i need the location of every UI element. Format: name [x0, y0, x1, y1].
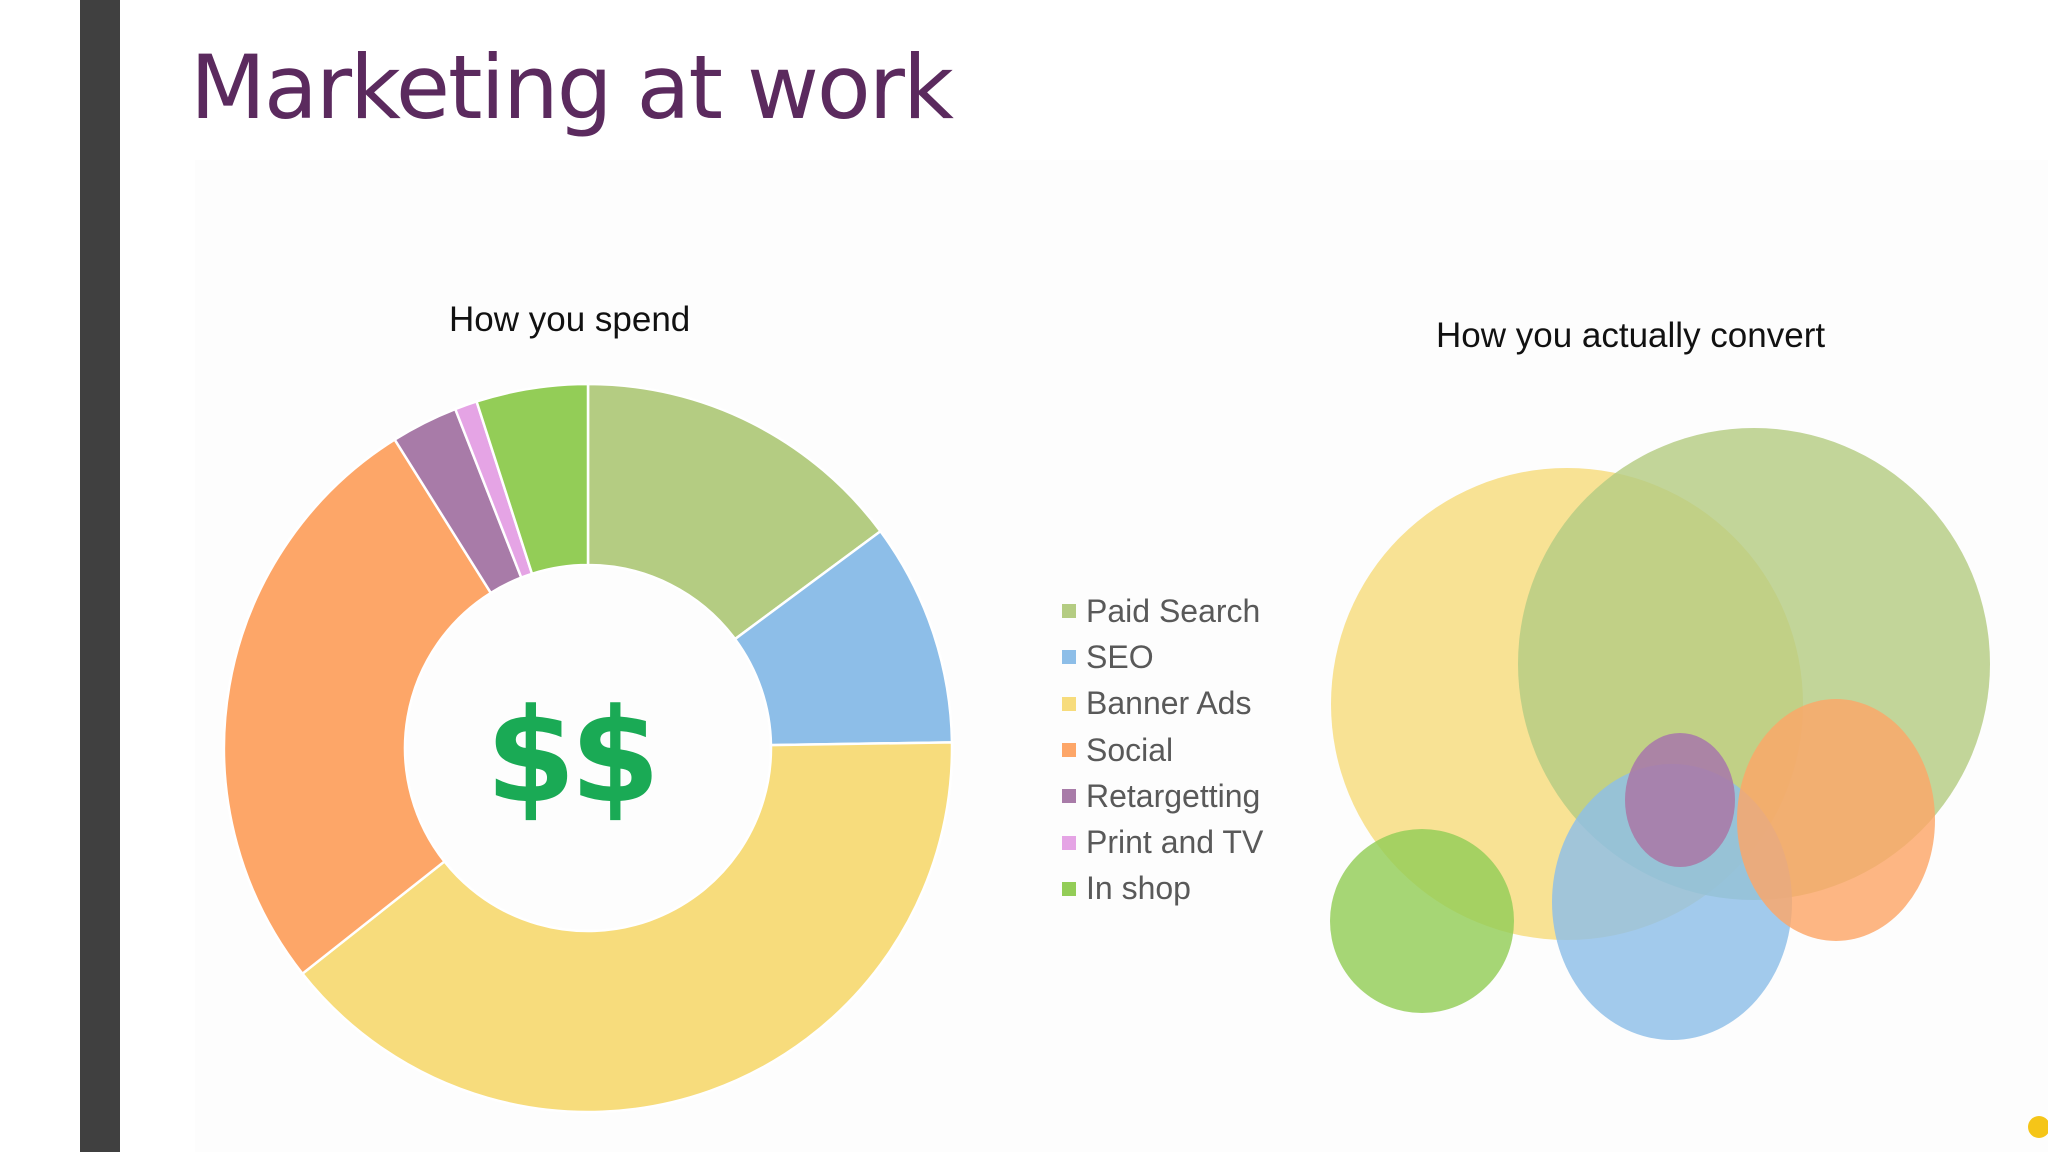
- slide-title: Marketing at work: [190, 36, 954, 139]
- chart-legend: Paid Search SEO Banner Ads Social Retargetti…: [1062, 588, 1263, 912]
- bubble-seo: [1552, 764, 1792, 1040]
- legend-label: In shop: [1086, 870, 1191, 907]
- legend-item-social: Social: [1062, 727, 1263, 773]
- legend-swatch: [1062, 743, 1076, 758]
- legend-swatch: [1062, 604, 1076, 619]
- legend-label: Print and TV: [1086, 824, 1264, 861]
- spend-donut-chart: [222, 382, 954, 1114]
- legend-swatch: [1062, 835, 1076, 850]
- legend-swatch: [1062, 696, 1076, 711]
- donut-center-label: $$: [485, 680, 661, 832]
- legend-label: Paid Search: [1086, 592, 1261, 629]
- donut-slice-social: [222, 437, 493, 976]
- legend-item-paid-search: Paid Search: [1062, 588, 1263, 634]
- legend-item-in-shop: In shop: [1062, 866, 1263, 912]
- bubble-in-shop: [1330, 829, 1514, 1013]
- convert-chart-title: How you actually convert: [1436, 316, 1826, 355]
- legend-swatch: [1062, 650, 1076, 665]
- donut-slice-banner-ads: [300, 741, 954, 1114]
- donut-slice-paid-search: [586, 382, 883, 641]
- legend-swatch: [1062, 789, 1076, 804]
- donut-slice-in-shop: [475, 382, 590, 576]
- legend-item-retargetting: Retargetting: [1062, 773, 1263, 819]
- bubble-social: [1737, 699, 1935, 941]
- spend-chart-title: How you spend: [449, 300, 691, 339]
- legend-swatch: [1062, 881, 1076, 896]
- left-accent-bar: [80, 0, 120, 1152]
- legend-label: Banner Ads: [1086, 685, 1252, 722]
- legend-item-seo: SEO: [1062, 634, 1263, 680]
- bubble-retargetting: [1625, 733, 1735, 867]
- legend-item-print-and-tv: Print and TV: [1062, 819, 1263, 865]
- legend-label: SEO: [1086, 638, 1154, 675]
- convert-bubble-chart: [1330, 428, 1990, 1040]
- legend-label: Retargetting: [1086, 777, 1261, 814]
- legend-label: Social: [1086, 731, 1174, 768]
- legend-item-banner-ads: Banner Ads: [1062, 681, 1263, 727]
- status-dot: [2028, 1116, 2048, 1138]
